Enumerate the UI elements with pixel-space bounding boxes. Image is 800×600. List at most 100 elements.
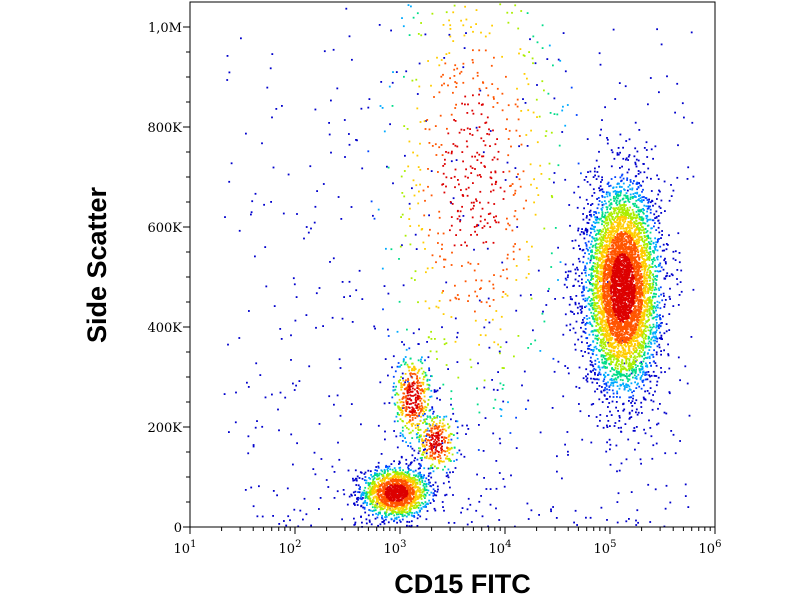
event-point xyxy=(308,365,311,368)
event-point xyxy=(423,410,426,413)
event-point xyxy=(398,365,400,368)
event-point xyxy=(672,433,675,436)
event-point xyxy=(603,311,606,314)
event-point xyxy=(606,208,608,211)
event-point xyxy=(445,11,448,14)
event-point xyxy=(605,450,608,453)
event-point xyxy=(655,282,657,285)
event-point xyxy=(320,458,323,460)
event-point xyxy=(528,51,530,53)
event-point xyxy=(428,409,431,412)
event-point xyxy=(369,485,371,488)
event-point xyxy=(417,359,420,362)
event-point xyxy=(414,507,417,509)
event-point xyxy=(507,401,509,404)
event-point xyxy=(585,245,588,247)
event-point xyxy=(451,407,454,410)
event-point xyxy=(639,200,641,202)
event-point xyxy=(640,264,643,266)
event-point xyxy=(596,239,598,241)
event-point xyxy=(418,509,421,512)
event-point xyxy=(628,224,630,227)
event-point xyxy=(427,479,430,481)
event-point xyxy=(499,3,502,6)
event-point xyxy=(515,176,518,178)
event-point xyxy=(423,420,426,423)
event-point xyxy=(584,252,586,255)
event-point xyxy=(413,497,416,500)
event-point xyxy=(529,38,531,41)
event-point xyxy=(678,252,681,254)
event-point xyxy=(650,265,652,268)
event-point xyxy=(609,184,612,187)
event-point xyxy=(250,486,253,489)
event-point xyxy=(597,323,600,326)
event-point xyxy=(627,390,630,392)
event-point xyxy=(425,450,428,453)
event-point xyxy=(587,249,589,252)
event-point xyxy=(426,492,429,494)
event-point xyxy=(547,92,550,95)
event-point xyxy=(367,487,370,490)
event-point xyxy=(635,399,638,402)
event-point xyxy=(346,503,349,506)
event-point xyxy=(635,158,638,161)
event-point xyxy=(451,453,454,456)
event-point xyxy=(665,275,667,278)
event-point xyxy=(590,279,592,281)
event-point xyxy=(650,435,653,438)
event-point xyxy=(662,292,665,295)
event-point xyxy=(445,493,448,496)
event-point xyxy=(379,511,381,514)
event-point xyxy=(462,24,465,27)
event-point xyxy=(400,474,403,477)
event-point xyxy=(424,248,426,250)
event-point xyxy=(410,508,413,510)
event-point xyxy=(606,366,608,369)
event-point xyxy=(600,258,603,261)
event-point xyxy=(595,314,598,317)
event-point xyxy=(608,335,610,338)
event-point xyxy=(619,167,621,169)
event-point xyxy=(258,485,260,488)
event-point xyxy=(477,224,480,227)
event-point xyxy=(599,63,602,66)
event-point xyxy=(632,348,635,350)
event-point xyxy=(400,216,402,218)
event-point xyxy=(427,489,430,492)
event-point xyxy=(392,71,394,73)
event-point xyxy=(670,273,673,276)
event-point xyxy=(612,187,614,189)
event-point xyxy=(443,415,446,418)
event-point xyxy=(356,475,359,478)
event-point xyxy=(452,471,454,473)
event-point xyxy=(374,505,376,508)
event-point xyxy=(550,131,553,134)
event-point xyxy=(432,494,435,497)
event-point xyxy=(475,23,477,25)
event-point xyxy=(607,420,610,422)
event-point xyxy=(426,383,429,386)
event-point xyxy=(404,437,406,439)
event-point xyxy=(495,487,498,490)
event-point xyxy=(386,504,389,507)
event-point xyxy=(610,221,613,224)
event-point xyxy=(539,350,542,352)
event-point xyxy=(596,207,599,210)
event-point xyxy=(261,515,264,518)
event-point xyxy=(649,253,652,256)
event-point xyxy=(374,506,376,509)
event-point xyxy=(628,385,631,388)
event-point xyxy=(599,270,602,273)
event-point xyxy=(633,180,635,182)
event-point xyxy=(601,267,604,270)
event-point xyxy=(648,264,651,267)
event-point xyxy=(376,469,378,472)
event-point xyxy=(663,411,666,414)
event-point xyxy=(669,287,671,290)
event-point xyxy=(658,222,661,225)
event-point xyxy=(394,517,396,520)
event-point xyxy=(388,473,391,476)
event-point xyxy=(647,292,649,294)
event-point xyxy=(613,373,616,376)
